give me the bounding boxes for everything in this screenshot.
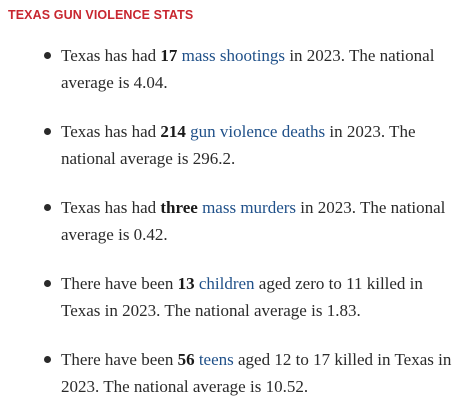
teens-link[interactable]: teens [198,350,234,369]
stat-prefix: Texas has had [61,198,161,217]
stat-item-mass-murders: Texas has had three mass murders in 2023… [8,194,461,248]
mass-shootings-link[interactable]: mass shootings [181,46,286,65]
stat-suffix: in 2023. The national average is 296.2. [61,122,416,168]
stat-prefix: There have been [61,274,178,293]
stat-number: 17 [160,46,178,65]
stat-number: 13 [177,274,195,293]
bullet-icon [44,128,51,135]
stat-suffix: aged zero to 11 killed in Texas in 2023.… [61,274,423,320]
bullet-icon [44,204,51,211]
stat-number: 214 [160,122,186,141]
stat-item-teens: There have been 56 teens aged 12 to 17 k… [8,346,461,400]
stat-item-mass-shootings: Texas has had 17 mass shootings in 2023.… [8,42,461,96]
stat-number: 56 [177,350,195,369]
children-link[interactable]: children [198,274,255,293]
stat-prefix: Texas has had [61,122,161,141]
bullet-icon [44,280,51,287]
stat-prefix: There have been [61,350,178,369]
stat-suffix: in 2023. The national average is 4.04. [61,46,435,92]
stat-item-children: There have been 13 children aged zero to… [8,270,461,324]
stat-suffix: aged 12 to 17 killed in Texas in 2023. T… [61,350,452,396]
mass-murders-link[interactable]: mass murders [202,198,297,217]
bullet-icon [44,356,51,363]
stat-suffix: in 2023. The national average is 0.42. [61,198,446,244]
bullet-icon [44,52,51,59]
stat-prefix: Texas has had [61,46,161,65]
stats-list: Texas has had 17 mass shootings in 2023.… [8,42,461,400]
stat-item-gun-violence-deaths: Texas has had 214 gun violence deaths in… [8,118,461,172]
gun-violence-deaths-link[interactable]: gun violence deaths [190,122,326,141]
section-heading: TEXAS GUN VIOLENCE STATS [8,8,194,22]
stat-number: three [160,198,198,217]
